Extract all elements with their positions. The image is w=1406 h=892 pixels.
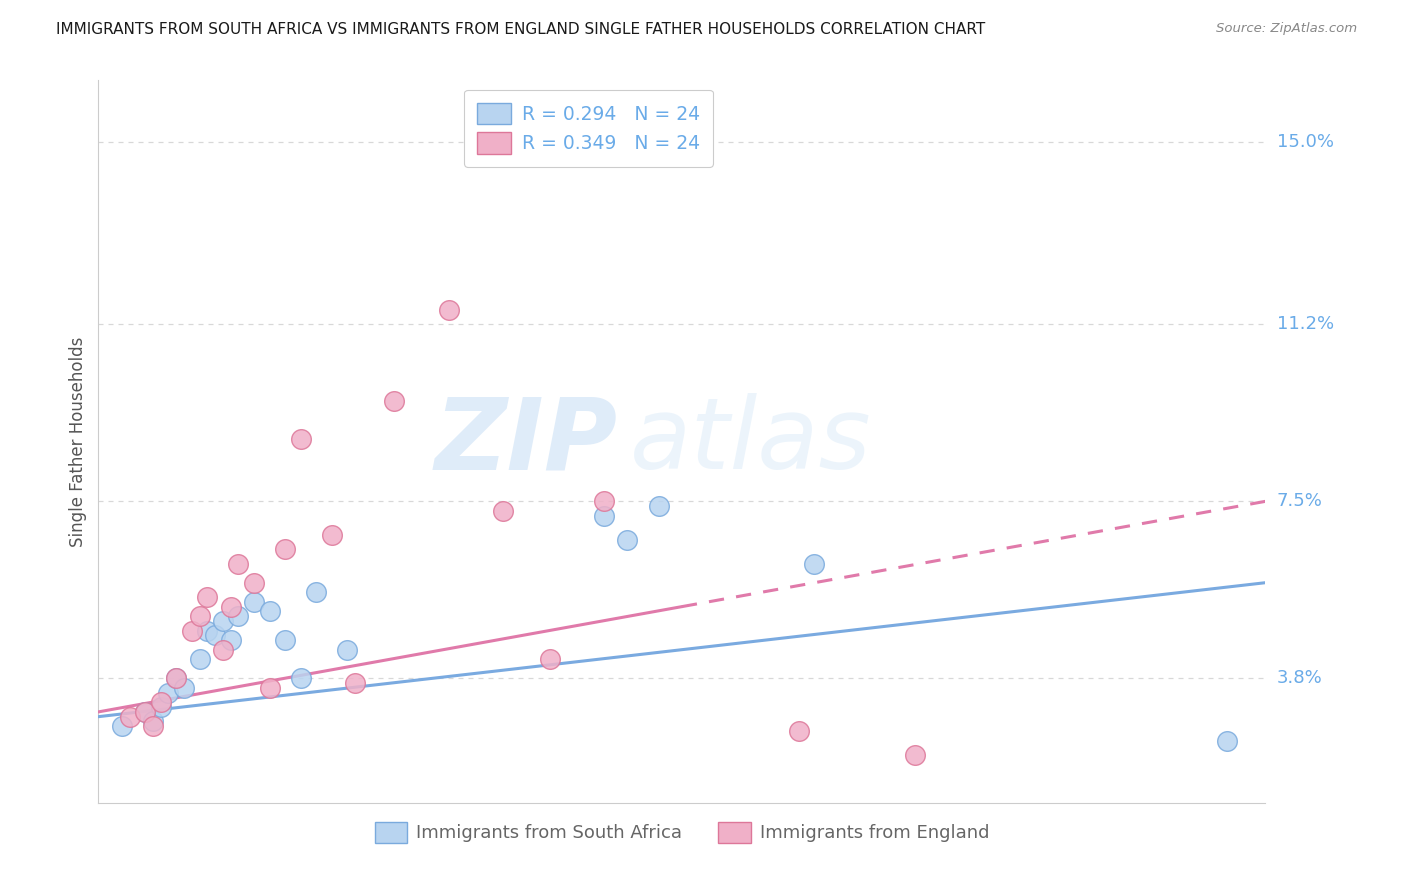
- Point: [492, 504, 515, 518]
- Point: [259, 604, 281, 618]
- Point: [212, 642, 235, 657]
- Point: [382, 393, 405, 408]
- Point: [228, 557, 250, 571]
- Point: [290, 432, 312, 446]
- Text: 15.0%: 15.0%: [1277, 134, 1333, 152]
- Point: [274, 542, 297, 557]
- Point: [188, 609, 211, 624]
- Point: [593, 508, 616, 523]
- Point: [437, 302, 460, 317]
- Point: [274, 633, 297, 648]
- Point: [149, 700, 172, 714]
- Text: 11.2%: 11.2%: [1277, 315, 1334, 334]
- Text: 7.5%: 7.5%: [1277, 492, 1323, 510]
- Point: [134, 705, 156, 719]
- Point: [180, 624, 202, 638]
- Point: [803, 557, 825, 571]
- Point: [647, 499, 669, 513]
- Point: [142, 714, 165, 729]
- Point: [344, 676, 367, 690]
- Text: IMMIGRANTS FROM SOUTH AFRICA VS IMMIGRANTS FROM ENGLAND SINGLE FATHER HOUSEHOLDS: IMMIGRANTS FROM SOUTH AFRICA VS IMMIGRAN…: [56, 22, 986, 37]
- Point: [305, 585, 328, 599]
- Point: [134, 705, 156, 719]
- Text: 3.8%: 3.8%: [1277, 669, 1322, 688]
- Point: [204, 628, 226, 642]
- Point: [118, 709, 141, 723]
- Point: [219, 633, 242, 648]
- Point: [188, 652, 211, 666]
- Point: [165, 672, 187, 686]
- Point: [173, 681, 195, 695]
- Point: [321, 528, 343, 542]
- Point: [904, 747, 927, 762]
- Point: [290, 672, 312, 686]
- Point: [142, 719, 165, 733]
- Point: [157, 686, 180, 700]
- Y-axis label: Single Father Households: Single Father Households: [69, 336, 87, 547]
- Point: [616, 533, 638, 547]
- Point: [336, 642, 359, 657]
- Point: [219, 599, 242, 614]
- Point: [243, 595, 266, 609]
- Point: [259, 681, 281, 695]
- Point: [593, 494, 616, 508]
- Point: [165, 672, 187, 686]
- Point: [1215, 733, 1237, 747]
- Point: [228, 609, 250, 624]
- Legend: Immigrants from South Africa, Immigrants from England: Immigrants from South Africa, Immigrants…: [366, 813, 998, 852]
- Point: [243, 575, 266, 590]
- Point: [787, 724, 810, 739]
- Point: [149, 695, 172, 709]
- Point: [195, 624, 218, 638]
- Text: Source: ZipAtlas.com: Source: ZipAtlas.com: [1216, 22, 1357, 36]
- Point: [538, 652, 561, 666]
- Point: [195, 590, 218, 604]
- Point: [212, 614, 235, 628]
- Text: atlas: atlas: [630, 393, 872, 490]
- Text: ZIP: ZIP: [434, 393, 617, 490]
- Point: [111, 719, 134, 733]
